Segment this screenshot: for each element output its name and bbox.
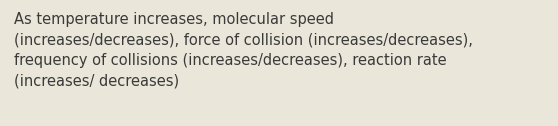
Text: As temperature increases, molecular speed
(increases/decreases), force of collis: As temperature increases, molecular spee… bbox=[14, 12, 473, 88]
